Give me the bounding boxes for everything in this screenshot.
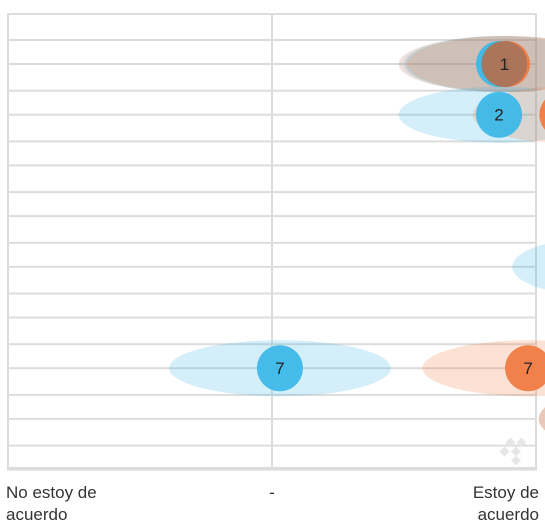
spread-ellipse-b	[538, 407, 545, 431]
x-axis-mid-label: -	[269, 483, 275, 502]
point-a-row-2: 2	[476, 91, 523, 138]
chart: 1112233345566677888	[7, 13, 545, 471]
point-circle	[539, 99, 545, 130]
point-label: 7	[275, 359, 284, 378]
point-circle	[476, 91, 523, 138]
point-overall-row-1: 1	[481, 41, 528, 87]
point-label: 1	[500, 55, 509, 74]
markers: 1112233345566677888	[256, 41, 545, 392]
spread-ellipse-a	[512, 244, 545, 290]
point-circle	[505, 345, 545, 392]
point-circle	[256, 345, 303, 392]
point-b-row-2: 2	[539, 99, 545, 130]
point-label: 2	[494, 106, 503, 125]
x-axis-left-label: No estoy de acuerdo	[6, 483, 97, 524]
spread-ellipse-overall	[538, 407, 545, 431]
point-b-row-7: 7	[505, 345, 545, 392]
x-axis-right-label: Estoy de acuerdo	[472, 483, 539, 524]
point-a-row-7: 7	[256, 345, 303, 392]
brand-logo-icon	[499, 438, 527, 466]
point-circle	[481, 41, 528, 87]
grid	[7, 13, 537, 471]
point-label: 7	[523, 359, 532, 378]
